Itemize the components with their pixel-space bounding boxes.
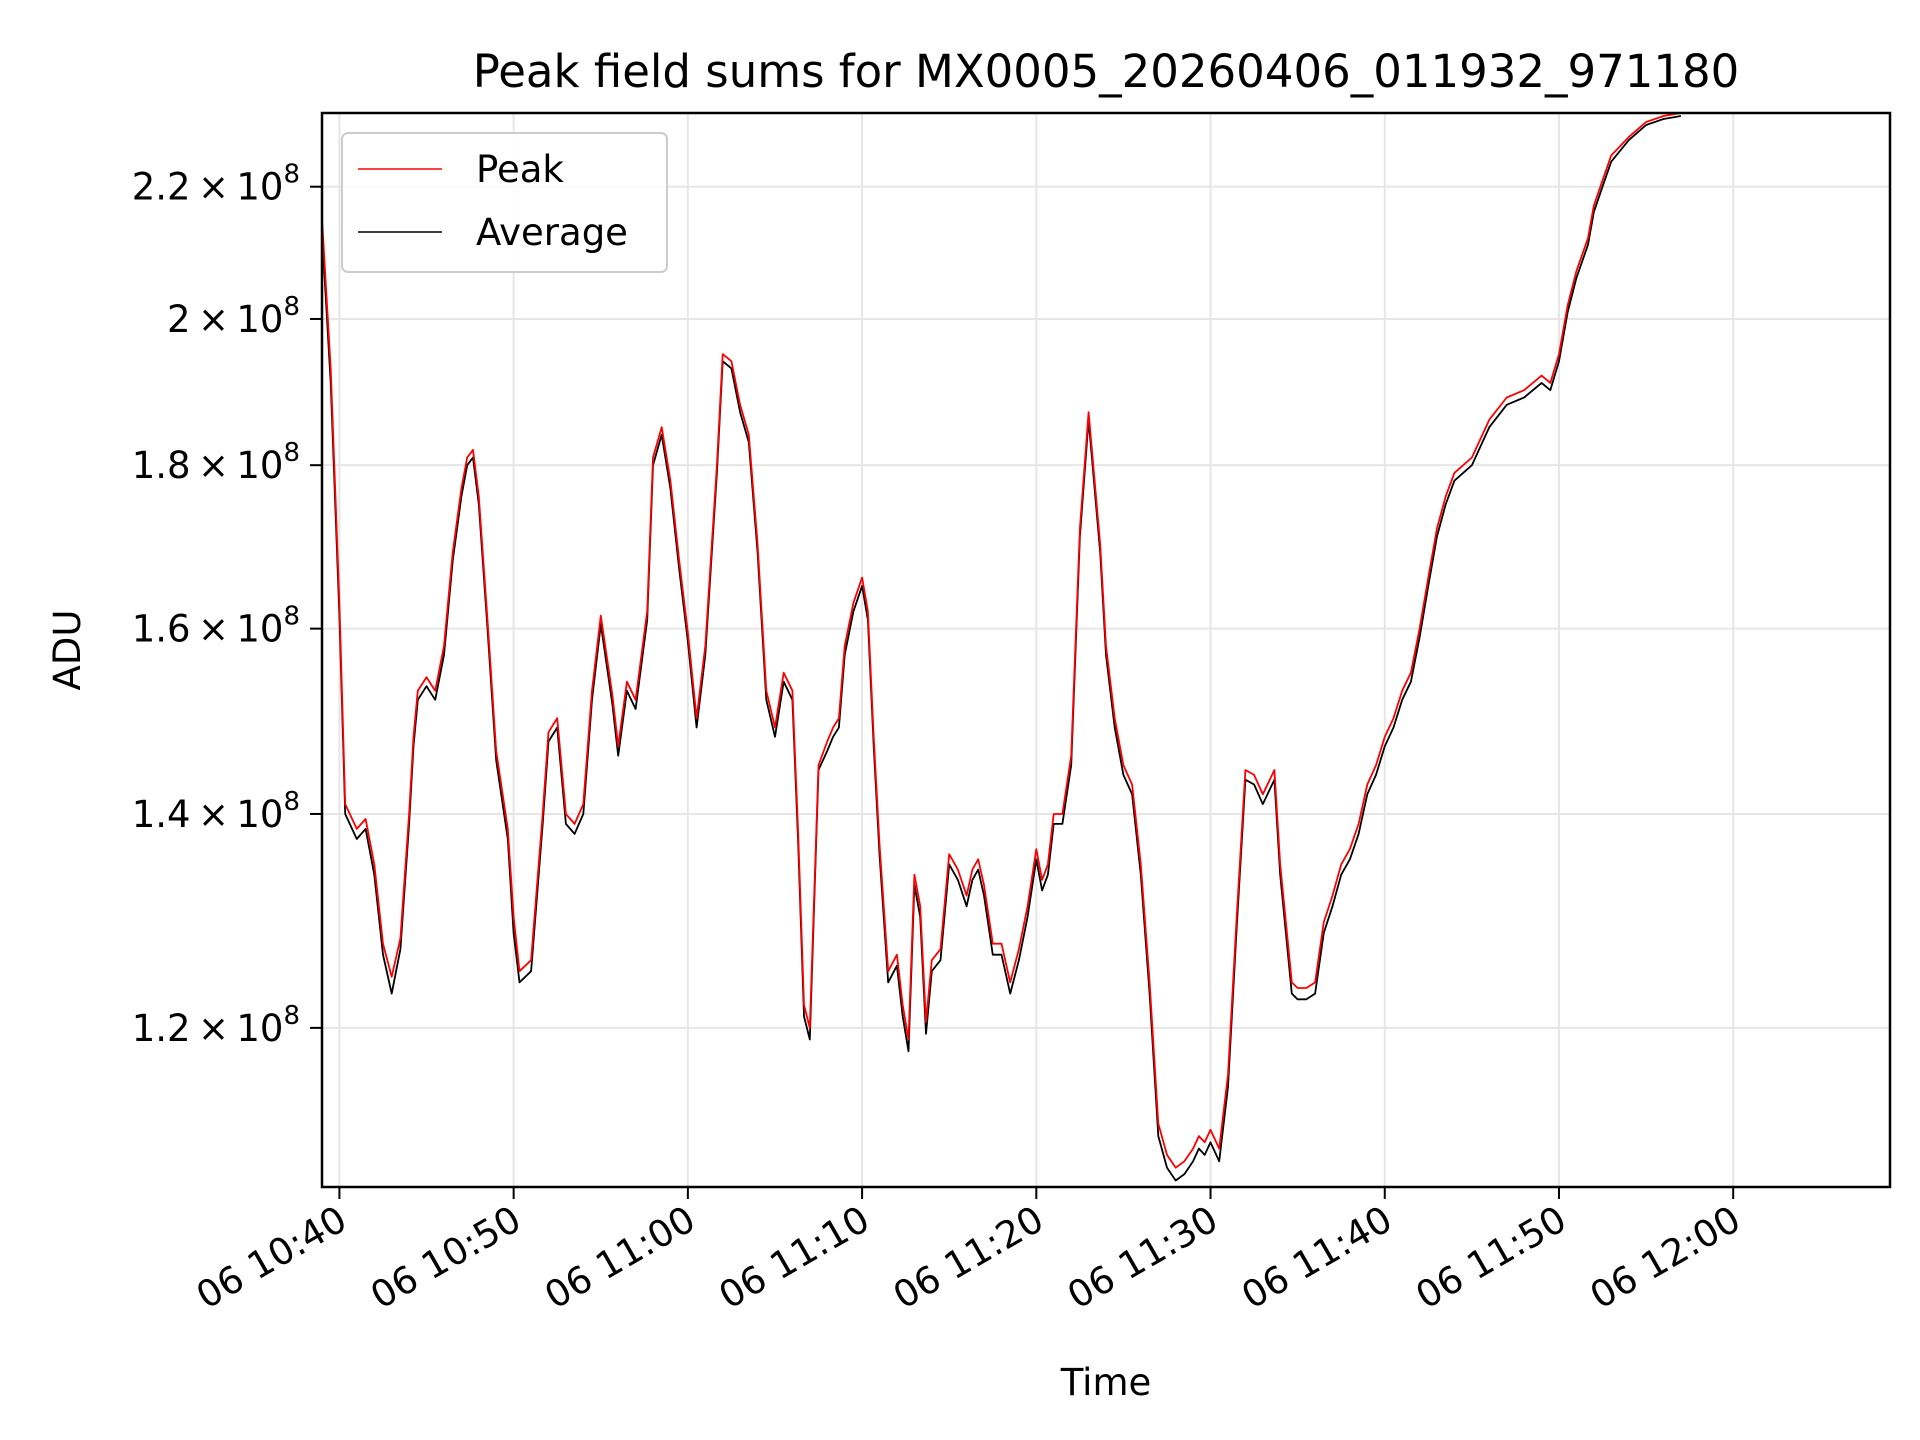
y-tick-exponent: 8 bbox=[283, 438, 300, 468]
y-tick-times: × 10 bbox=[191, 444, 284, 487]
plot-frame bbox=[320, 111, 1892, 1189]
legend-box bbox=[341, 132, 668, 273]
legend-label-average: Average bbox=[476, 211, 628, 254]
y-axis-label: ADU bbox=[46, 610, 89, 691]
series-line-peak bbox=[322, 113, 1682, 1169]
grid-lines bbox=[322, 113, 1890, 1187]
y-tick-exponent: 8 bbox=[283, 160, 300, 190]
y-tick-times: × 10 bbox=[191, 298, 284, 341]
y-tick-exponent: 8 bbox=[283, 602, 300, 632]
y-tick-times: × 10 bbox=[191, 166, 284, 209]
y-tick-label: 1.4 × 108 bbox=[132, 787, 300, 836]
y-tick-mantissa: 1.8 bbox=[132, 444, 191, 487]
y-tick-mantissa: 2 bbox=[167, 298, 191, 341]
legend: Peak Average bbox=[341, 132, 668, 273]
y-tick-mantissa: 1.4 bbox=[132, 793, 191, 836]
y-tick-times: × 10 bbox=[191, 793, 284, 836]
series-lines bbox=[322, 113, 1682, 1182]
y-tick-label: 2.2 × 108 bbox=[132, 160, 300, 209]
y-tick-mantissa: 1.6 bbox=[132, 608, 191, 651]
y-tick-label: 1.8 × 108 bbox=[132, 438, 300, 487]
y-tick-mantissa: 2.2 bbox=[132, 166, 191, 209]
legend-label-peak: Peak bbox=[476, 148, 564, 191]
y-tick-exponent: 8 bbox=[283, 787, 300, 817]
x-axis-label: Time bbox=[1060, 1361, 1152, 1404]
y-tick-label: 2 × 108 bbox=[167, 292, 300, 341]
y-tick-times: × 10 bbox=[191, 608, 284, 651]
y-tick-mantissa: 1.2 bbox=[132, 1007, 191, 1050]
chart-title: Peak field sums for MX0005_20260406_0119… bbox=[473, 45, 1740, 98]
y-tick-exponent: 8 bbox=[283, 1001, 300, 1031]
y-tick-times: × 10 bbox=[191, 1007, 284, 1050]
y-tick-exponent: 8 bbox=[283, 292, 300, 322]
y-tick-label: 1.2 × 108 bbox=[132, 1001, 300, 1050]
y-tick-label: 1.6 × 108 bbox=[132, 602, 300, 651]
